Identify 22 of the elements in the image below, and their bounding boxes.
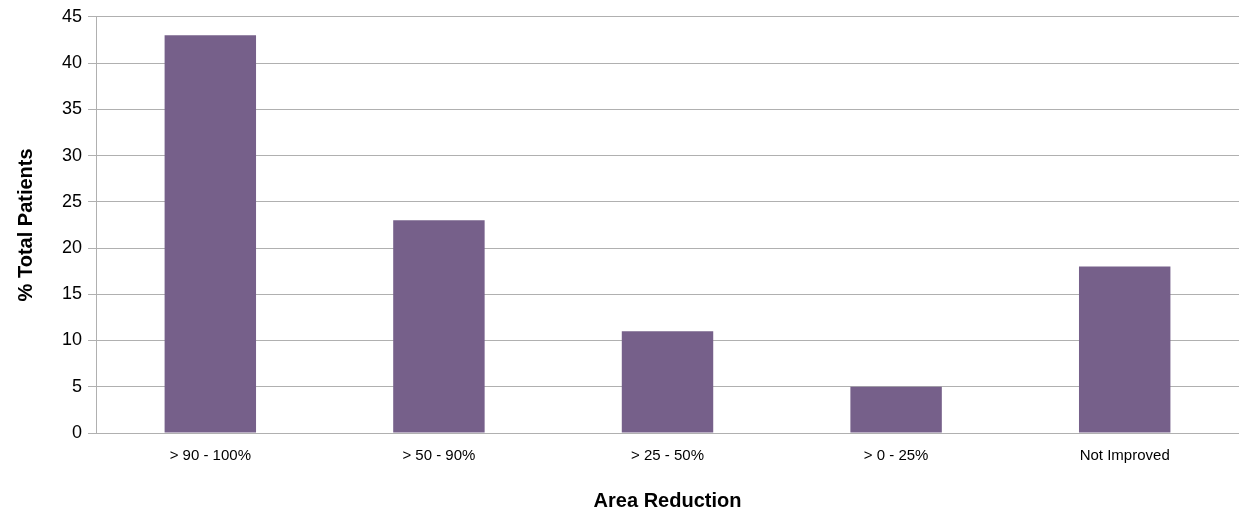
x-tick-label: > 90 - 100% <box>169 446 251 464</box>
x-tick-label: > 25 - 50% <box>631 446 704 464</box>
y-tick-label: 45 <box>61 5 83 26</box>
y-tick-label: 40 <box>61 52 83 73</box>
x-axis-title: Area Reduction <box>593 488 742 511</box>
y-tick-label: 5 <box>72 375 83 396</box>
bar <box>164 35 257 433</box>
y-tick-label: 30 <box>61 144 83 165</box>
bar <box>850 386 942 433</box>
bar <box>393 220 485 433</box>
y-tick-label: 0 <box>72 421 83 442</box>
y-tick-label: 15 <box>61 283 83 304</box>
bar <box>621 331 714 433</box>
x-tick-label: > 50 - 90% <box>402 446 476 464</box>
x-tick-label: Not Improved <box>1079 446 1170 464</box>
bar <box>1078 266 1171 433</box>
y-tick-label: 35 <box>61 98 83 119</box>
y-axis-title: % Total Patients <box>13 148 36 302</box>
x-tick-label: > 0 - 25% <box>863 446 929 464</box>
y-tick-label: 10 <box>61 329 83 350</box>
y-tick-label: 25 <box>61 190 83 211</box>
y-tick-label: 20 <box>61 236 83 257</box>
